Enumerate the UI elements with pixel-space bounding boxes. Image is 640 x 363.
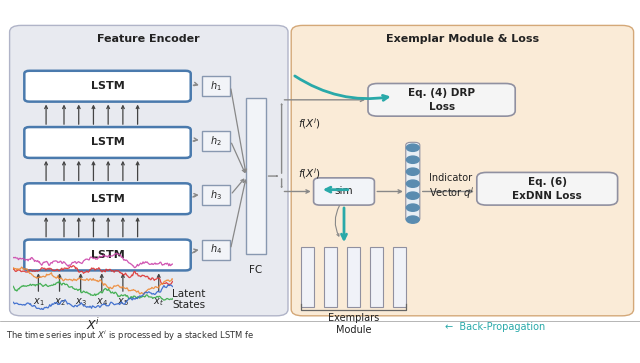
Circle shape: [406, 204, 419, 211]
FancyBboxPatch shape: [10, 25, 288, 316]
Text: Eq. (6)
ExDNN Loss: Eq. (6) ExDNN Loss: [513, 177, 582, 201]
Text: LSTM: LSTM: [91, 81, 124, 91]
Text: ←  Back-Propagation: ← Back-Propagation: [445, 322, 545, 332]
Circle shape: [406, 216, 419, 223]
Text: LSTM: LSTM: [91, 250, 124, 260]
FancyBboxPatch shape: [202, 185, 230, 205]
Text: $x_1$: $x_1$: [33, 296, 44, 308]
FancyBboxPatch shape: [24, 71, 191, 102]
FancyBboxPatch shape: [477, 172, 618, 205]
FancyBboxPatch shape: [370, 247, 383, 307]
Text: Indicator
Vector $q^i$: Indicator Vector $q^i$: [429, 173, 474, 201]
FancyBboxPatch shape: [347, 247, 360, 307]
Text: Eq. (4) DRP
Loss: Eq. (4) DRP Loss: [408, 88, 475, 112]
FancyBboxPatch shape: [291, 25, 634, 316]
Circle shape: [406, 192, 419, 199]
Text: $x_t$: $x_t$: [154, 296, 164, 308]
Circle shape: [406, 168, 419, 175]
Text: $f(X^i)$: $f(X^i)$: [298, 166, 321, 181]
Text: $X^i$: $X^i$: [86, 317, 100, 333]
Circle shape: [406, 144, 419, 151]
Text: $x_3$: $x_3$: [75, 296, 86, 308]
Text: $h_3$: $h_3$: [210, 188, 222, 202]
FancyBboxPatch shape: [406, 142, 420, 221]
Text: Exemplars
Module: Exemplars Module: [328, 313, 380, 335]
FancyBboxPatch shape: [24, 240, 191, 270]
FancyBboxPatch shape: [202, 76, 230, 96]
Text: $x_5$: $x_5$: [117, 296, 129, 308]
Text: $h_4$: $h_4$: [210, 242, 222, 257]
FancyBboxPatch shape: [24, 127, 191, 158]
FancyBboxPatch shape: [202, 240, 230, 260]
Text: Exemplar Module & Loss: Exemplar Module & Loss: [386, 34, 539, 45]
Text: LSTM: LSTM: [91, 194, 124, 204]
Text: LSTM: LSTM: [91, 138, 124, 147]
Text: Feature Encoder: Feature Encoder: [97, 34, 200, 45]
FancyBboxPatch shape: [202, 131, 230, 151]
Text: $h_2$: $h_2$: [210, 134, 222, 148]
FancyBboxPatch shape: [301, 247, 314, 307]
Text: $x_2$: $x_2$: [54, 296, 65, 308]
Text: sim: sim: [335, 187, 353, 196]
FancyBboxPatch shape: [368, 83, 515, 116]
Circle shape: [406, 180, 419, 187]
FancyBboxPatch shape: [24, 183, 191, 214]
Text: The time series input $X^i$ is processed by a stacked LSTM fe: The time series input $X^i$ is processed…: [6, 329, 255, 343]
FancyBboxPatch shape: [393, 247, 406, 307]
Text: Latent
States: Latent States: [172, 289, 205, 310]
Text: $f(X^i)$: $f(X^i)$: [298, 116, 321, 131]
Text: $x_4$: $x_4$: [96, 296, 108, 308]
FancyBboxPatch shape: [324, 247, 337, 307]
Text: $h_1$: $h_1$: [210, 79, 222, 93]
Text: FC: FC: [250, 265, 262, 275]
Circle shape: [406, 156, 419, 163]
FancyBboxPatch shape: [246, 98, 266, 254]
FancyBboxPatch shape: [314, 178, 374, 205]
